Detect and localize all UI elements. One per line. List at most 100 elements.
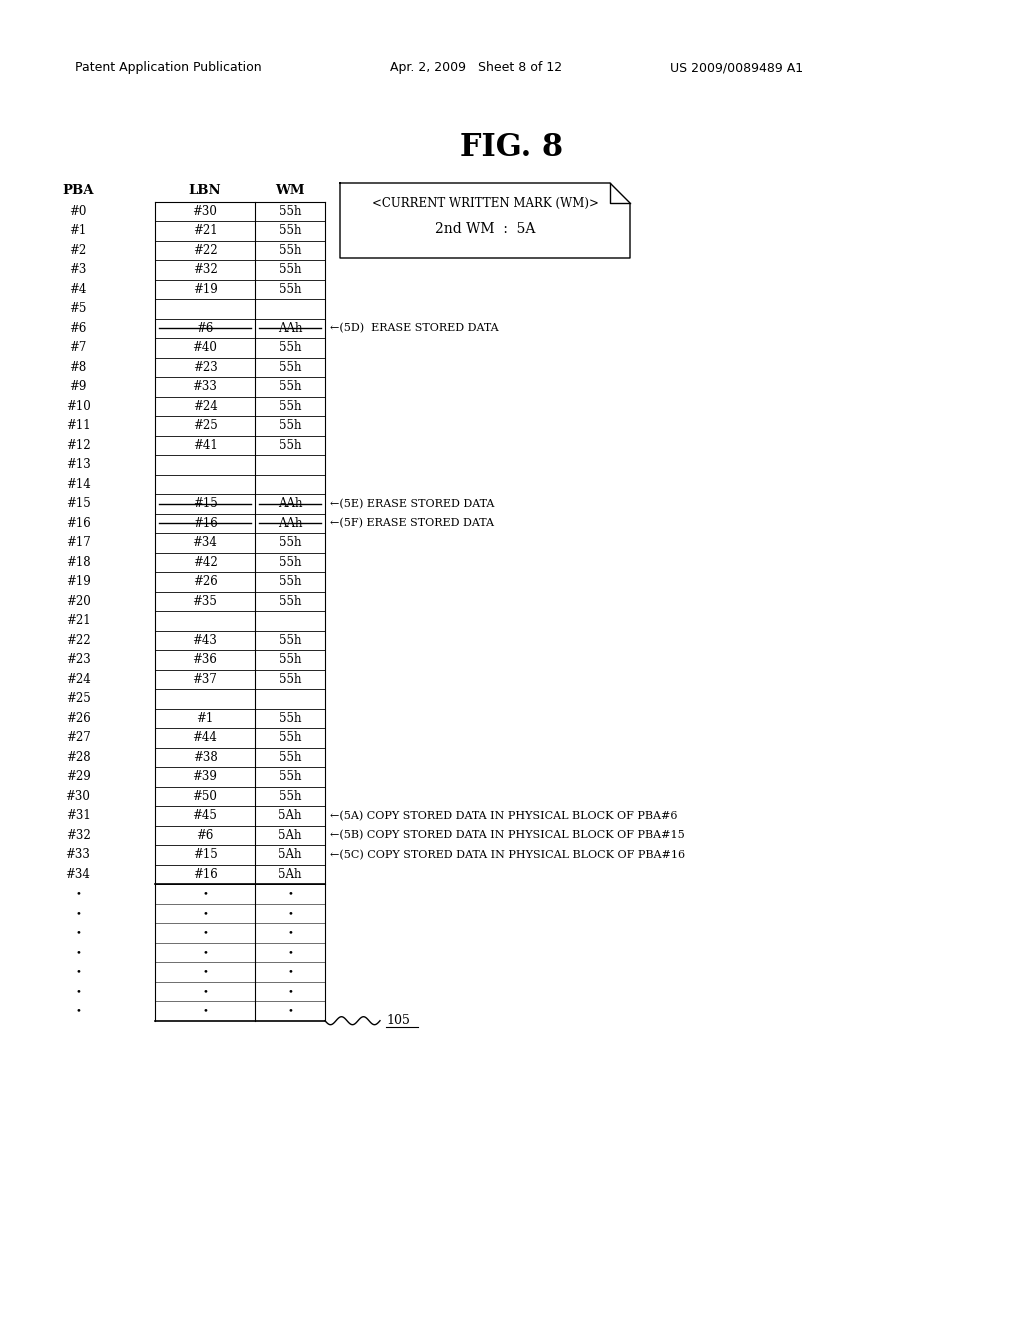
- Text: #15: #15: [193, 849, 217, 862]
- Text: US 2009/0089489 A1: US 2009/0089489 A1: [670, 62, 803, 74]
- Text: #25: #25: [66, 693, 90, 705]
- Text: #8: #8: [70, 360, 87, 374]
- Text: 55h: 55h: [279, 576, 301, 589]
- Text: #24: #24: [193, 400, 217, 413]
- Text: #5: #5: [70, 302, 87, 315]
- Text: #15: #15: [66, 498, 90, 511]
- Text: #30: #30: [193, 205, 217, 218]
- Text: •: •: [75, 987, 81, 997]
- Text: 55h: 55h: [279, 673, 301, 686]
- Text: •: •: [202, 890, 208, 899]
- Text: •: •: [202, 948, 208, 957]
- Text: LBN: LBN: [188, 183, 221, 197]
- Text: 5Ah: 5Ah: [279, 869, 302, 880]
- Text: #35: #35: [193, 595, 217, 609]
- Text: 55h: 55h: [279, 420, 301, 433]
- Text: •: •: [202, 1006, 208, 1015]
- Text: •: •: [202, 909, 208, 917]
- Text: #45: #45: [193, 809, 217, 822]
- Text: •: •: [287, 909, 293, 917]
- Text: •: •: [287, 1006, 293, 1015]
- Text: 55h: 55h: [279, 634, 301, 647]
- Text: #42: #42: [193, 556, 217, 569]
- Text: 55h: 55h: [279, 595, 301, 609]
- Text: #33: #33: [193, 380, 217, 393]
- Text: <CURRENT WRITTEN MARK (WM)>: <CURRENT WRITTEN MARK (WM)>: [372, 197, 598, 210]
- Text: AAh: AAh: [278, 498, 302, 511]
- Text: 55h: 55h: [279, 380, 301, 393]
- Text: ←(5E) ERASE STORED DATA: ←(5E) ERASE STORED DATA: [330, 499, 495, 510]
- Text: Apr. 2, 2009   Sheet 8 of 12: Apr. 2, 2009 Sheet 8 of 12: [390, 62, 562, 74]
- Text: #1: #1: [197, 711, 214, 725]
- Text: 2nd WM  :  5A: 2nd WM : 5A: [435, 222, 536, 236]
- Text: 55h: 55h: [279, 400, 301, 413]
- Text: 55h: 55h: [279, 536, 301, 549]
- Text: #21: #21: [66, 614, 90, 627]
- Text: WM: WM: [275, 183, 305, 197]
- Text: #19: #19: [66, 576, 90, 589]
- Text: #6: #6: [197, 322, 214, 335]
- Text: #23: #23: [66, 653, 90, 667]
- Text: •: •: [287, 948, 293, 957]
- Text: ←(5F) ERASE STORED DATA: ←(5F) ERASE STORED DATA: [330, 519, 494, 528]
- Text: ←(5A) COPY STORED DATA IN PHYSICAL BLOCK OF PBA#6: ←(5A) COPY STORED DATA IN PHYSICAL BLOCK…: [330, 810, 678, 821]
- Text: Patent Application Publication: Patent Application Publication: [75, 62, 261, 74]
- Text: •: •: [75, 928, 81, 937]
- Text: #34: #34: [66, 869, 90, 880]
- Text: #16: #16: [193, 517, 217, 529]
- Text: 55h: 55h: [279, 282, 301, 296]
- Text: 55h: 55h: [279, 711, 301, 725]
- Text: 55h: 55h: [279, 653, 301, 667]
- Text: #1: #1: [70, 224, 87, 238]
- Text: PBA: PBA: [62, 183, 94, 197]
- Text: #37: #37: [193, 673, 217, 686]
- Text: FIG. 8: FIG. 8: [461, 132, 563, 164]
- Text: #30: #30: [66, 789, 90, 803]
- Text: #41: #41: [193, 440, 217, 451]
- Text: #6: #6: [70, 322, 87, 335]
- Text: #14: #14: [66, 478, 90, 491]
- Text: •: •: [75, 909, 81, 917]
- Text: #9: #9: [70, 380, 87, 393]
- Text: 55h: 55h: [279, 440, 301, 451]
- Text: 105: 105: [386, 1014, 410, 1027]
- Text: #34: #34: [193, 536, 217, 549]
- Text: 55h: 55h: [279, 244, 301, 257]
- Text: •: •: [287, 968, 293, 977]
- Text: #16: #16: [66, 517, 90, 529]
- Text: •: •: [75, 948, 81, 957]
- Text: #29: #29: [66, 771, 90, 784]
- Text: AAh: AAh: [278, 322, 302, 335]
- Text: #20: #20: [66, 595, 90, 609]
- Text: 55h: 55h: [279, 556, 301, 569]
- Text: #3: #3: [70, 264, 87, 276]
- Text: #26: #26: [193, 576, 217, 589]
- Text: ←(5B) COPY STORED DATA IN PHYSICAL BLOCK OF PBA#15: ←(5B) COPY STORED DATA IN PHYSICAL BLOCK…: [330, 830, 685, 841]
- Text: #26: #26: [66, 711, 90, 725]
- Text: •: •: [75, 1006, 81, 1015]
- Text: #15: #15: [193, 498, 217, 511]
- Text: #4: #4: [70, 282, 87, 296]
- Text: #13: #13: [66, 458, 90, 471]
- Text: •: •: [75, 890, 81, 899]
- Text: #39: #39: [193, 771, 217, 784]
- Text: 55h: 55h: [279, 789, 301, 803]
- Text: #7: #7: [70, 342, 87, 355]
- Text: 55h: 55h: [279, 360, 301, 374]
- Text: #23: #23: [193, 360, 217, 374]
- Text: #50: #50: [193, 789, 217, 803]
- Text: #44: #44: [193, 731, 217, 744]
- Text: #32: #32: [193, 264, 217, 276]
- Text: •: •: [202, 968, 208, 977]
- Text: #40: #40: [193, 342, 217, 355]
- Text: 55h: 55h: [279, 224, 301, 238]
- Text: 55h: 55h: [279, 751, 301, 764]
- Text: #28: #28: [66, 751, 90, 764]
- Text: 55h: 55h: [279, 205, 301, 218]
- Text: •: •: [75, 968, 81, 977]
- Text: #18: #18: [66, 556, 90, 569]
- Text: •: •: [202, 987, 208, 997]
- Text: #17: #17: [66, 536, 90, 549]
- Text: #43: #43: [193, 634, 217, 647]
- Text: 5Ah: 5Ah: [279, 809, 302, 822]
